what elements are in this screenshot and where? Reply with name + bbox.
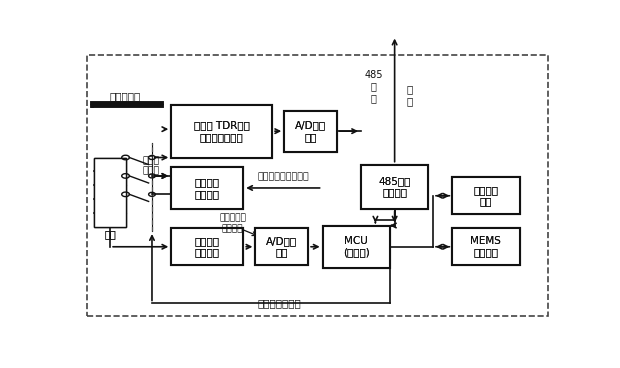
Bar xyxy=(322,226,390,268)
Bar xyxy=(361,164,428,209)
Text: 正弦电压
测量电路: 正弦电压 测量电路 xyxy=(195,236,219,258)
Text: 正弦电压发生控制线: 正弦电压发生控制线 xyxy=(257,173,309,182)
Text: 对应的直流
电压输出: 对应的直流 电压输出 xyxy=(219,213,246,233)
Text: A/D转换
电路: A/D转换 电路 xyxy=(295,120,326,142)
Text: MEMS
测斜电路: MEMS 测斜电路 xyxy=(471,236,502,258)
Text: 正弦电压
发生电路: 正弦电压 发生电路 xyxy=(195,177,219,199)
Bar xyxy=(284,111,337,152)
Text: A/D转换
电路: A/D转换 电路 xyxy=(266,236,297,258)
Bar xyxy=(284,111,337,152)
Bar xyxy=(361,164,428,209)
Text: 爆波平行线: 爆波平行线 xyxy=(110,92,141,102)
Text: 模拟开关控制线: 模拟开关控制线 xyxy=(257,298,301,308)
Text: MCU
(单片机): MCU (单片机) xyxy=(343,236,370,258)
Bar xyxy=(453,228,520,265)
Text: A/D转换
电路: A/D转换 电路 xyxy=(295,120,326,142)
Text: 485
总
线: 485 总 线 xyxy=(364,70,383,103)
Bar xyxy=(171,105,272,158)
Bar xyxy=(322,226,390,268)
Text: 总
线: 总 线 xyxy=(407,84,413,106)
Text: 电子模
拟开关: 电子模 拟开关 xyxy=(143,156,159,176)
Text: 爆波线 TDR激应
或电感测量电路: 爆波线 TDR激应 或电感测量电路 xyxy=(193,120,250,142)
Bar xyxy=(453,177,520,214)
Text: 正弦电压
发生电路: 正弦电压 发生电路 xyxy=(195,177,219,199)
Text: 爆波线 TDR激应
或电感测量电路: 爆波线 TDR激应 或电感测量电路 xyxy=(193,120,250,142)
Bar xyxy=(255,228,308,265)
Bar xyxy=(171,228,243,265)
Text: MCU
(单片机): MCU (单片机) xyxy=(343,236,370,258)
Bar xyxy=(453,177,520,214)
Bar xyxy=(94,158,125,227)
Bar xyxy=(453,228,520,265)
Text: A/D转换
电路: A/D转换 电路 xyxy=(266,236,297,258)
Text: 线圈: 线圈 xyxy=(104,229,116,239)
Bar xyxy=(94,158,125,227)
Text: MEMS
测斜电路: MEMS 测斜电路 xyxy=(471,236,502,258)
Text: 地磁测量
电路: 地磁测量 电路 xyxy=(474,185,498,206)
Text: 线圈: 线圈 xyxy=(104,229,116,239)
Bar xyxy=(171,167,243,209)
Text: 地磁测量
电路: 地磁测量 电路 xyxy=(474,185,498,206)
Text: 正弦电压
测量电路: 正弦电压 测量电路 xyxy=(195,236,219,258)
Bar xyxy=(171,167,243,209)
Bar xyxy=(171,105,272,158)
Text: 485总线
驱动电路: 485总线 驱动电路 xyxy=(378,176,411,197)
Bar xyxy=(255,228,308,265)
Bar xyxy=(171,228,243,265)
Text: 485总线
驱动电路: 485总线 驱动电路 xyxy=(378,176,411,197)
